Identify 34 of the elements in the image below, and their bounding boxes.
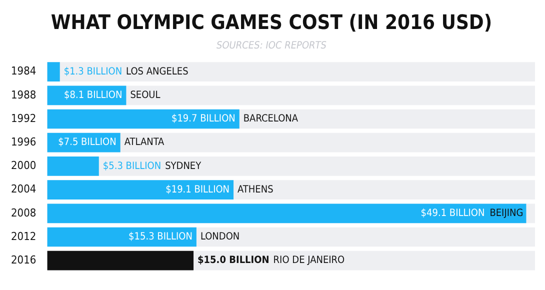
annotation: LOS ANGELES [126,66,189,78]
y-tick-label: 2008 [10,206,36,220]
data-label: $7.5 BILLION [58,137,116,148]
annotation: ATHENS [238,184,274,196]
annotation: SEOUL [130,90,160,101]
annotation: RIO DE JANEIRO [273,255,345,266]
y-tick-label: 1992 [10,112,36,125]
bar [47,227,196,247]
y-tick-label: 2016 [10,253,36,266]
bar [47,156,99,176]
data-label: $19.1 BILLION [166,184,230,196]
annotation: ATLANTA [124,137,166,148]
data-label: $1.3 BILLION [64,66,122,78]
data-label: $19.7 BILLION [171,114,236,125]
annotation: BARCELONA [243,114,299,125]
y-tick-label: 1996 [10,135,36,148]
bar [47,62,60,82]
bar [47,250,194,270]
annotation: SYDNEY [165,160,202,172]
y-tick-label: 2000 [10,159,36,172]
data-label: $15.3 BILLION [128,232,192,243]
y-tick-label: 1988 [10,88,36,102]
data-label: $49.1 BILLION [420,208,485,219]
bar [47,204,526,224]
chart-subtitle: SOURCES: IOC REPORTS [216,40,327,52]
data-label: $5.3 BILLION [102,160,162,172]
y-tick-label: 2004 [10,182,36,196]
y-tick-label: 1984 [10,64,36,78]
annotation: LONDON [200,232,240,243]
data-label: $15.0 BILLION [198,255,270,266]
annotation: BEIJING [490,208,524,219]
y-tick-label: 2012 [10,230,36,243]
chart-title: WHAT OLYMPIC GAMES COST (IN 2016 USD) [50,10,492,34]
data-label: $8.1 BILLION [64,90,122,101]
